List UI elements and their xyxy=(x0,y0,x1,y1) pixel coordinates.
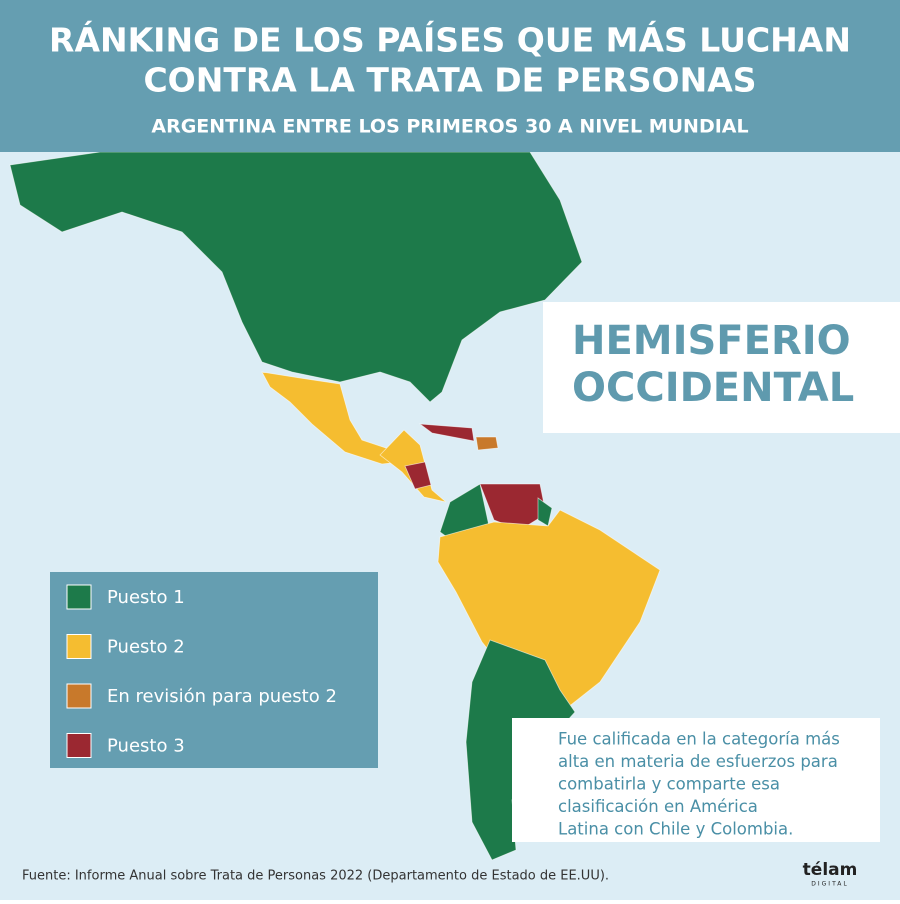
note-line: Latina con Chile y Colombia. xyxy=(558,820,793,839)
note-box xyxy=(512,718,880,842)
region-box xyxy=(543,302,900,433)
legend-label: En revisión para puesto 2 xyxy=(107,686,337,707)
header xyxy=(0,0,900,152)
venezuela xyxy=(479,483,547,531)
note-line: alta en materia de esfuerzos para xyxy=(558,752,838,771)
title: RÁNKING DE LOS PAÍSES QUE MÁS LUCHAN xyxy=(49,20,851,60)
note: Fue calificada en la categoría más alta e… xyxy=(558,730,840,839)
legend-swatch xyxy=(66,634,92,659)
source: Fuente: Informe Anual sobre Trata de Per… xyxy=(22,869,609,884)
hispaniola xyxy=(475,436,499,451)
legend-items: Puesto 1 Puesto 2 En revisión para puesto … xyxy=(66,584,337,758)
region-label: OCCIDENTAL xyxy=(572,365,854,411)
legend-label: Puesto 1 xyxy=(107,587,185,608)
south-america xyxy=(437,509,661,713)
note-line: Fue calificada en la categoría más xyxy=(558,730,840,749)
legend-label: Puesto 2 xyxy=(107,637,185,658)
note-line: combatirla y comparte esa xyxy=(558,775,780,794)
title: CONTRA LA TRATA DE PERSONAS xyxy=(143,61,756,100)
region-label: HEMISFERIO xyxy=(572,318,851,364)
legend-swatch xyxy=(66,683,92,709)
logo: télam xyxy=(803,860,858,880)
cuba xyxy=(418,423,475,442)
logo-tagline: DIGITAL xyxy=(811,881,848,888)
nicaragua xyxy=(404,461,432,490)
legend-swatch xyxy=(66,584,92,610)
legend-swatch xyxy=(66,733,92,758)
subtitle: ARGENTINA ENTRE LOS PRIMEROS 30 A NIVEL … xyxy=(151,116,748,138)
legend-label: Puesto 3 xyxy=(107,736,185,757)
note-line: clasificación en América xyxy=(558,797,758,816)
legend xyxy=(50,572,378,768)
north-america xyxy=(9,151,583,403)
